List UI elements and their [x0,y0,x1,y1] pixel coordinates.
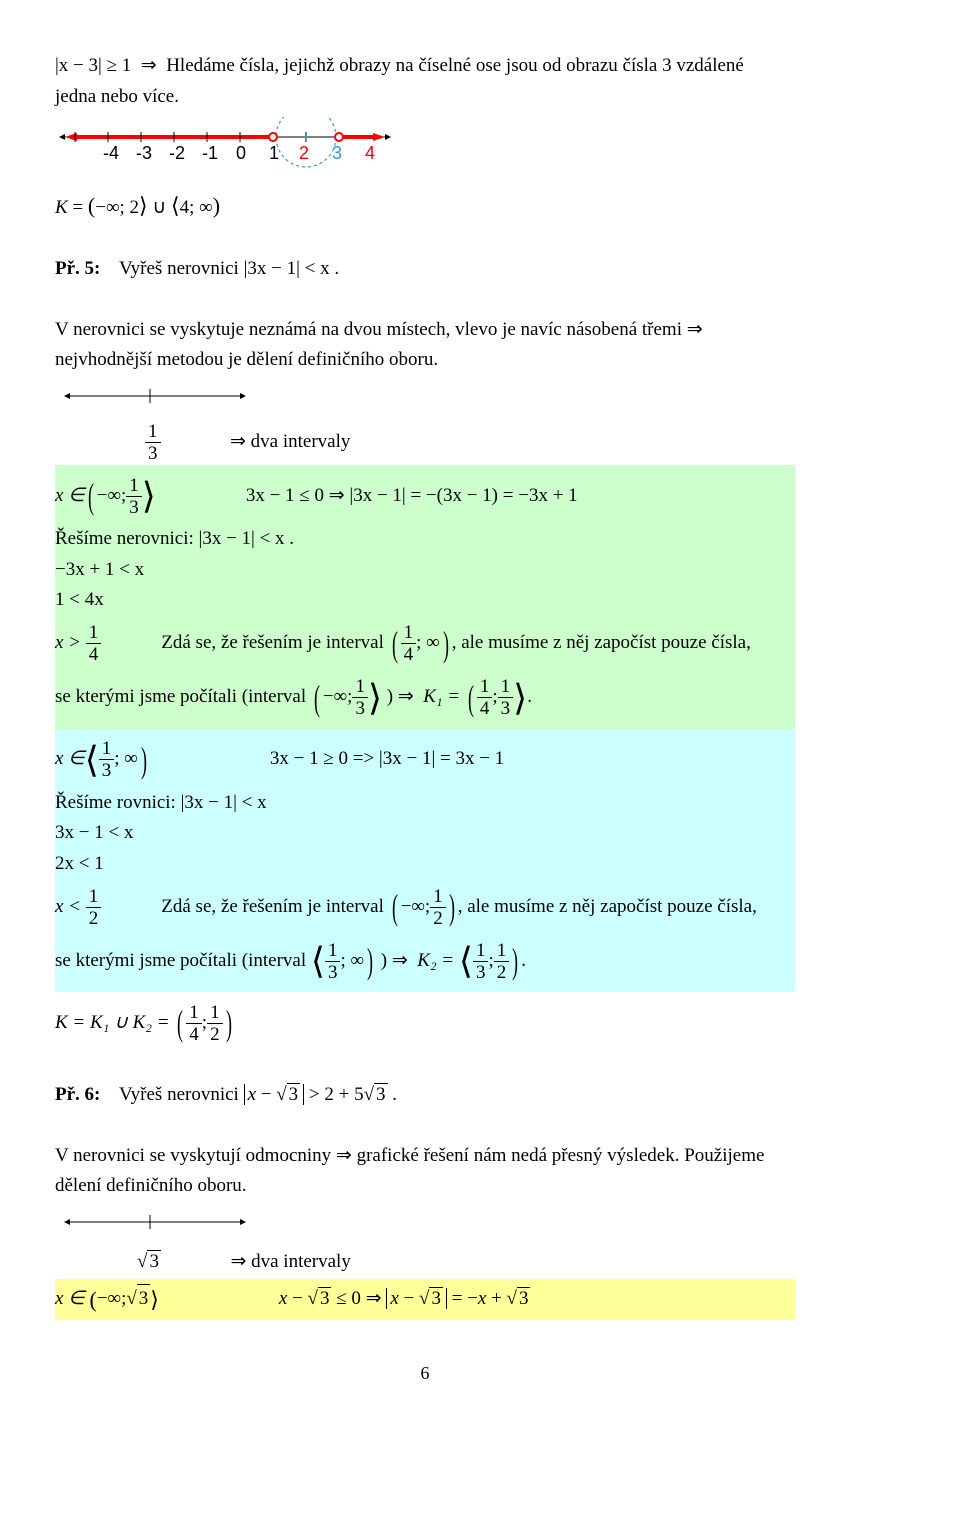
ex5-label: Př. 5: [55,258,100,279]
svg-text:-4: -4 [103,143,119,163]
b1-solve: Řešíme rovnici: |3x − 1| < x [55,789,795,818]
svg-text:2: 2 [299,143,309,163]
ex5-blue-block: x ∈ ⟨ 13 ; ∞ ) 3x − 1 ≥ 0 => |3x − 1| = … [55,729,795,993]
ex5-tick: 13 ⇒ dva intervaly [55,422,795,463]
intro-text-a: Hledáme čísla, jejichž obrazy na číselné… [166,55,744,76]
ex6-heading: Př. 6: Vyřeš nerovnici x − √3 > 2 + 5√3 … [55,1081,795,1110]
intro-numberline: -4 -3 -2 -1 0 1 2 3 4 [55,117,795,187]
ex5-K-union: K = K₁ ∪ K₂ = ( 14 ; 12 ) [55,996,795,1050]
y-line-xin: x ∈ (−∞; √3⟩ x − √3 ≤ 0 ⇒ x − √3 = −x + … [55,1283,795,1316]
ex6-tick: √3 ⇒ dva intervaly [55,1248,795,1277]
ex6-title: Vyřeš nerovnici [119,1084,244,1105]
ex6-label: Př. 6: [55,1084,100,1105]
ex6-yellow-block: x ∈ (−∞; √3⟩ x − √3 ≤ 0 ⇒ x − √3 = −x + … [55,1279,795,1320]
intro-K: K = (−∞; 2⟩ ∪ ⟨4; ∞) [55,189,795,223]
ex6-numberline [55,1207,795,1247]
ex5-intro-b: nejvhodnější metodou je dělení definiční… [55,346,795,375]
intro-line-1: |x − 3| ≥ 1 ⇒ Hledáme čísla, jejichž obr… [55,52,795,81]
g1-cond: 3x − 1 ≤ 0 ⇒ |3x − 1| = −(3x − 1) = −3x … [246,482,578,511]
g1-solve: Řešíme nerovnici: |3x − 1| < x . [55,525,795,554]
ex5-title-expr: |3x − 1| < x . [244,258,340,279]
b1-l3: x < 12 Zdá se, že řešením je interval ( … [55,880,795,934]
svg-text:1: 1 [269,143,279,163]
g1-line-xin: x ∈ ( −∞; 13 ⟩ 3x − 1 ≤ 0 ⇒ |3x − 1| = −… [55,469,795,523]
intro-line-2: jedna nebo více. [55,83,795,112]
svg-text:-3: -3 [136,143,152,163]
b1-l2: 2x < 1 [55,850,795,879]
ex6-intro-a: V nerovnici se vyskytují odmocniny ⇒ gra… [55,1142,795,1171]
svg-text:-2: -2 [169,143,185,163]
svg-text:3: 3 [332,143,342,163]
abs-expr: |x − 3| ≥ 1 [55,55,131,76]
ex5-title: Vyřeš nerovnici [119,258,244,279]
svg-text:-1: -1 [202,143,218,163]
ex5-green-block: x ∈ ( −∞; 13 ⟩ 3x − 1 ≤ 0 ⇒ |3x − 1| = −… [55,465,795,729]
g1-l1: −3x + 1 < x [55,556,795,585]
ex5-heading: Př. 5: Vyřeš nerovnici |3x − 1| < x . [55,255,795,284]
page-number: 6 [55,1360,795,1387]
b1-l4: se kterými jsme počítali (interval ⟨ 13 … [55,934,795,988]
g1-l4: se kterými jsme počítali (interval ( −∞;… [55,671,795,725]
ex6-intro-b: dělení definičního oboru. [55,1172,795,1201]
svg-text:4: 4 [365,143,375,163]
b1-line-xin: x ∈ ⟨ 13 ; ∞ ) 3x − 1 ≥ 0 => |3x − 1| = … [55,733,795,787]
g1-l2: 1 < 4x [55,586,795,615]
arrow: ⇒ [141,55,157,76]
ex5-intro-a: V nerovnici se vyskytuje neznámá na dvou… [55,316,795,345]
g1-l3: x > 14 Zdá se, že řešením je interval ( … [55,617,795,671]
b1-l1: 3x − 1 < x [55,819,795,848]
svg-text:0: 0 [236,143,246,163]
ex5-numberline [55,381,795,421]
b1-cond: 3x − 1 ≥ 0 => |3x − 1| = 3x − 1 [270,745,504,774]
y-cond: x − √3 ≤ 0 ⇒ x − √3 = −x + √3 [279,1285,531,1314]
